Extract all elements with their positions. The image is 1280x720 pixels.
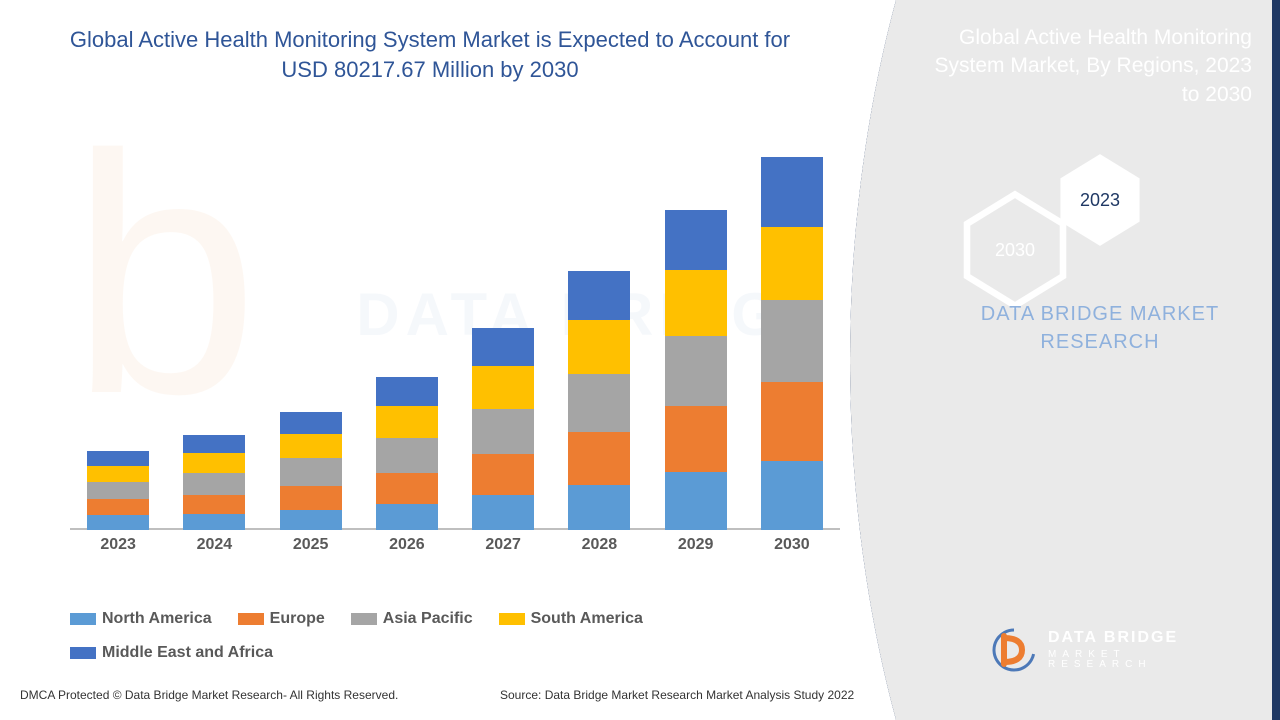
segment [87,466,149,482]
hex-2023: 2023 [1055,150,1145,250]
segment [87,482,149,500]
segment [761,461,823,530]
brand-line2: RESEARCH [1040,331,1159,353]
segment [472,366,534,408]
chart-title: Global Active Health Monitoring System M… [60,25,800,84]
chart-plot [70,150,840,530]
x-label: 2024 [183,536,245,554]
segment [376,504,438,530]
segment [568,271,630,319]
segment [87,451,149,466]
x-label: 2029 [665,536,727,554]
footer-dmca: DMCA Protected © Data Bridge Market Rese… [20,688,398,702]
segment [376,406,438,438]
segment [568,432,630,485]
main-chart-panel: Global Active Health Monitoring System M… [0,0,870,720]
legend-swatch-icon [499,613,525,625]
segment [183,473,245,495]
segment [280,458,342,486]
segment [761,300,823,382]
segment [665,336,727,406]
hex-2023-label: 2023 [1080,190,1120,211]
segment [568,485,630,530]
bar-2028 [568,271,630,530]
bar-2029 [665,210,727,530]
brand-text: DATA BRIDGE MARKET RESEARCH [950,300,1250,356]
segment [183,435,245,453]
bars-container [70,150,840,530]
segment [280,486,342,509]
segment [568,374,630,432]
bar-2027 [472,328,534,530]
footer-source: Source: Data Bridge Market Research Mark… [500,688,854,702]
hex-badges: 2030 2023 [960,150,1190,310]
legend-label: South America [531,610,643,628]
legend-swatch-icon [351,613,377,625]
segment [665,406,727,472]
segment [472,328,534,366]
legend-item: North America [70,610,212,628]
logo: DATA BRIDGE MARKET RESEARCH [990,620,1220,680]
legend-label: Middle East and Africa [102,644,273,662]
x-label: 2030 [761,536,823,554]
x-label: 2026 [376,536,438,554]
legend-item: Europe [238,610,325,628]
segment [472,495,534,530]
legend-item: South America [499,610,643,628]
segment [183,495,245,514]
segment [761,382,823,461]
brand-line1: DATA BRIDGE MARKET [981,303,1219,325]
chart-area: 2023 2024 2025 2026 2027 2028 2029 2030 [70,150,840,560]
logo-text: DATA BRIDGE MARKET RESEARCH [1048,630,1220,670]
segment [280,434,342,459]
legend-label: Asia Pacific [383,610,473,628]
x-axis-labels: 2023 2024 2025 2026 2027 2028 2029 2030 [70,536,840,554]
segment [280,412,342,434]
x-label: 2023 [87,536,149,554]
right-panel: Global Active Health Monitoring System M… [850,0,1280,720]
segment [665,472,727,530]
segment [665,270,727,336]
legend-swatch-icon [238,613,264,625]
segment [183,453,245,473]
segment [87,515,149,530]
legend-item: Middle East and Africa [70,644,273,662]
segment [472,454,534,495]
logo-line2: MARKET RESEARCH [1048,650,1220,670]
legend-label: North America [102,610,212,628]
segment [761,157,823,226]
x-label: 2027 [472,536,534,554]
hex-2030-label: 2030 [995,240,1035,261]
legend-swatch-icon [70,613,96,625]
segment [376,377,438,406]
bar-2030 [761,157,823,530]
chart-legend: North America Europe Asia Pacific South Ame… [70,610,840,662]
x-label: 2025 [280,536,342,554]
bar-2023 [87,451,149,530]
segment [87,499,149,515]
legend-swatch-icon [70,647,96,659]
segment [183,514,245,530]
segment [280,510,342,530]
segment [376,473,438,504]
right-panel-title: Global Active Health Monitoring System M… [922,24,1252,109]
legend-label: Europe [270,610,325,628]
segment [472,409,534,454]
x-label: 2028 [568,536,630,554]
logo-line1: DATA BRIDGE [1048,630,1220,646]
legend-item: Asia Pacific [351,610,473,628]
segment [568,320,630,374]
bar-2026 [376,377,438,530]
segment [761,227,823,300]
segment [376,438,438,473]
segment [665,210,727,270]
bar-2025 [280,412,342,530]
logo-mark-icon [990,626,1038,674]
hex-2030: 2030 [960,190,1070,310]
bar-2024 [183,435,245,530]
